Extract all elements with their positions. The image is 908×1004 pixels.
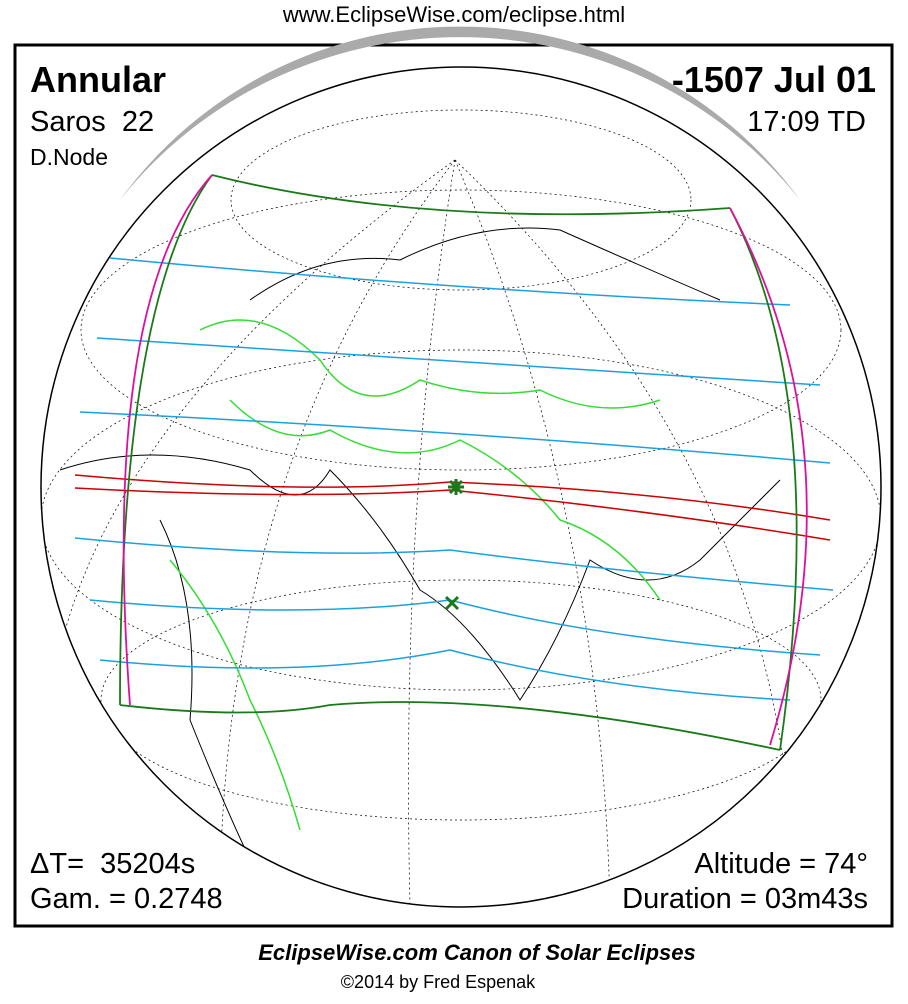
delta-t: ΔT= 35204s: [30, 848, 195, 880]
saros: Saros 22: [30, 106, 154, 138]
altitude: Altitude = 74°: [694, 848, 868, 880]
time: 17:09 TD: [747, 106, 866, 138]
graticule: [41, 109, 881, 907]
borders: [169, 319, 661, 831]
credit: ©2014 by Fred Espenak: [341, 972, 536, 992]
eclipse-type: Annular: [30, 59, 166, 100]
greatest-eclipse: [444, 479, 464, 611]
url: www.EclipseWise.com/eclipse.html: [282, 2, 625, 27]
magnitude-lines: [74, 257, 834, 701]
night-shade: [120, 26, 800, 201]
duration: Duration = 03m43s: [622, 883, 868, 915]
coastlines: [59, 227, 781, 881]
node: D.Node: [30, 144, 108, 170]
date: -1507 Jul 01: [672, 59, 876, 100]
gamma: Gam. = 0.2748: [30, 883, 223, 915]
footer-title: EclipseWise.com Canon of Solar Eclipses: [258, 940, 696, 965]
globe: [40, 66, 882, 908]
limits: [119, 174, 808, 751]
frame: [13, 43, 894, 928]
